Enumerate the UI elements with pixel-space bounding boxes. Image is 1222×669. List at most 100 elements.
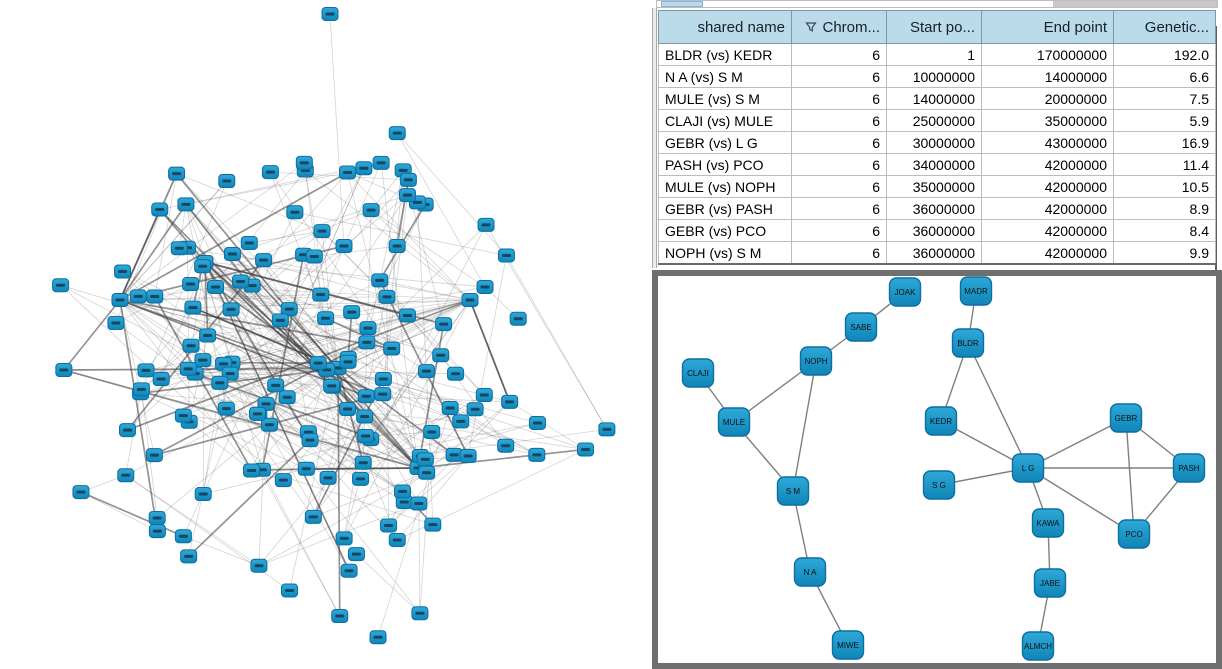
network-node-box[interactable]	[831, 630, 865, 660]
network-node[interactable]	[271, 313, 289, 328]
table-cell[interactable]: NOPH (vs) S M	[658, 241, 792, 265]
network-node[interactable]	[174, 529, 192, 544]
node-kawa[interactable]: KAWA	[1031, 508, 1065, 538]
node-bldr[interactable]: BLDR	[951, 328, 985, 358]
table-cell[interactable]: 192.0	[1113, 43, 1216, 66]
table-cell[interactable]: 10000000	[886, 65, 982, 88]
network-node[interactable]	[222, 302, 240, 317]
network-node[interactable]	[194, 353, 212, 368]
node-sabe[interactable]: SABE	[844, 312, 878, 342]
network-node[interactable]	[452, 414, 470, 429]
network-node[interactable]	[358, 335, 376, 350]
network-node[interactable]	[357, 389, 375, 404]
network-node[interactable]	[398, 308, 416, 323]
network-node[interactable]	[423, 424, 441, 439]
network-node[interactable]	[383, 341, 401, 356]
node-l-g[interactable]: L G	[1011, 453, 1045, 483]
table-row[interactable]: CLAJI (vs) MULE 6 25000000 35000000 5.9	[658, 109, 1216, 132]
table-cell[interactable]: 30000000	[886, 131, 982, 154]
network-node[interactable]	[255, 253, 273, 268]
network-node[interactable]	[372, 155, 390, 170]
column-header-chrom[interactable]: Chrom...	[791, 10, 887, 44]
network-node[interactable]	[107, 316, 125, 331]
table-cell[interactable]: 6	[791, 131, 887, 154]
column-header-start-po[interactable]: Start po...	[886, 10, 982, 44]
network-node-box[interactable]	[1031, 508, 1065, 538]
network-node[interactable]	[177, 197, 195, 212]
network-node[interactable]	[432, 348, 450, 363]
network-node[interactable]	[286, 205, 304, 220]
network-node[interactable]	[509, 311, 527, 326]
network-node[interactable]	[232, 274, 250, 289]
node-s-m[interactable]: S M	[776, 476, 810, 506]
network-node[interactable]	[416, 452, 434, 467]
table-cell[interactable]: GEBR (vs) PCO	[658, 219, 792, 242]
table-cell[interactable]: 6	[791, 87, 887, 110]
table-cell[interactable]: 20000000	[981, 87, 1114, 110]
table-cell[interactable]: 6.6	[1113, 65, 1216, 88]
table-cell[interactable]: 14000000	[981, 65, 1114, 88]
table-cell[interactable]: 43000000	[981, 131, 1114, 154]
network-node[interactable]	[152, 372, 170, 387]
table-cell[interactable]: 16.9	[1113, 131, 1216, 154]
network-node[interactable]	[359, 321, 377, 336]
network-node[interactable]	[424, 517, 442, 532]
table-row[interactable]: N A (vs) S M 6 10000000 14000000 6.6	[658, 65, 1216, 88]
network-node[interactable]	[399, 172, 417, 187]
network-node[interactable]	[267, 378, 285, 393]
network-node[interactable]	[441, 400, 459, 415]
network-node[interactable]	[388, 126, 406, 141]
table-cell[interactable]: 36000000	[886, 197, 982, 220]
table-cell[interactable]: BLDR (vs) KEDR	[658, 43, 792, 66]
table-cell[interactable]: 42000000	[981, 241, 1114, 265]
network-node[interactable]	[151, 202, 169, 217]
network-node[interactable]	[174, 408, 192, 423]
network-node[interactable]	[331, 609, 349, 624]
network-node[interactable]	[295, 155, 313, 170]
table-cell[interactable]: 6	[791, 153, 887, 176]
detail-network-panel[interactable]: JOAK SABE NOPH CLAJI MULE S M N A MIWE MADR BLDR K…	[652, 270, 1222, 669]
table-cell[interactable]: 25000000	[886, 109, 982, 132]
network-node[interactable]	[374, 387, 392, 402]
network-node[interactable]	[182, 338, 200, 353]
node-kedr[interactable]: KEDR	[924, 406, 958, 436]
node-pco[interactable]: PCO	[1117, 519, 1151, 549]
network-node[interactable]	[371, 273, 389, 288]
node-pash[interactable]: PASH	[1172, 453, 1206, 483]
network-node[interactable]	[261, 165, 279, 180]
network-node[interactable]	[339, 402, 357, 417]
network-node[interactable]	[374, 372, 392, 387]
network-node[interactable]	[388, 239, 406, 254]
network-node-box[interactable]	[922, 470, 956, 500]
network-node-box[interactable]	[951, 328, 985, 358]
network-node[interactable]	[335, 239, 353, 253]
network-node-box[interactable]	[888, 277, 922, 307]
detail-network-canvas[interactable]: JOAK SABE NOPH CLAJI MULE S M N A MIWE MADR BLDR K…	[658, 276, 1216, 663]
network-node[interactable]	[497, 248, 515, 263]
network-node[interactable]	[148, 510, 166, 525]
network-node[interactable]	[528, 415, 546, 430]
network-node[interactable]	[312, 287, 330, 302]
network-node[interactable]	[305, 249, 323, 264]
network-node[interactable]	[194, 259, 212, 274]
network-node[interactable]	[137, 363, 155, 378]
network-node[interactable]	[352, 471, 370, 486]
network-node[interactable]	[339, 354, 357, 369]
network-node[interactable]	[111, 293, 129, 307]
network-node-box[interactable]	[924, 406, 958, 436]
node-claji[interactable]: CLAJI	[681, 358, 715, 388]
network-node[interactable]	[218, 174, 236, 189]
network-node[interactable]	[354, 455, 372, 470]
table-cell[interactable]: N A (vs) S M	[658, 65, 792, 88]
network-node[interactable]	[301, 433, 319, 448]
network-node[interactable]	[129, 289, 147, 304]
network-node[interactable]	[280, 302, 298, 317]
node-jabe[interactable]: JABE	[1033, 568, 1067, 598]
node-joak[interactable]: JOAK	[888, 277, 922, 307]
network-node[interactable]	[598, 422, 616, 437]
network-node-box[interactable]	[793, 557, 827, 587]
network-node[interactable]	[223, 246, 241, 261]
table-row[interactable]: GEBR (vs) L G 6 30000000 43000000 16.9	[658, 131, 1216, 154]
network-node[interactable]	[497, 438, 515, 453]
network-node[interactable]	[347, 547, 365, 562]
